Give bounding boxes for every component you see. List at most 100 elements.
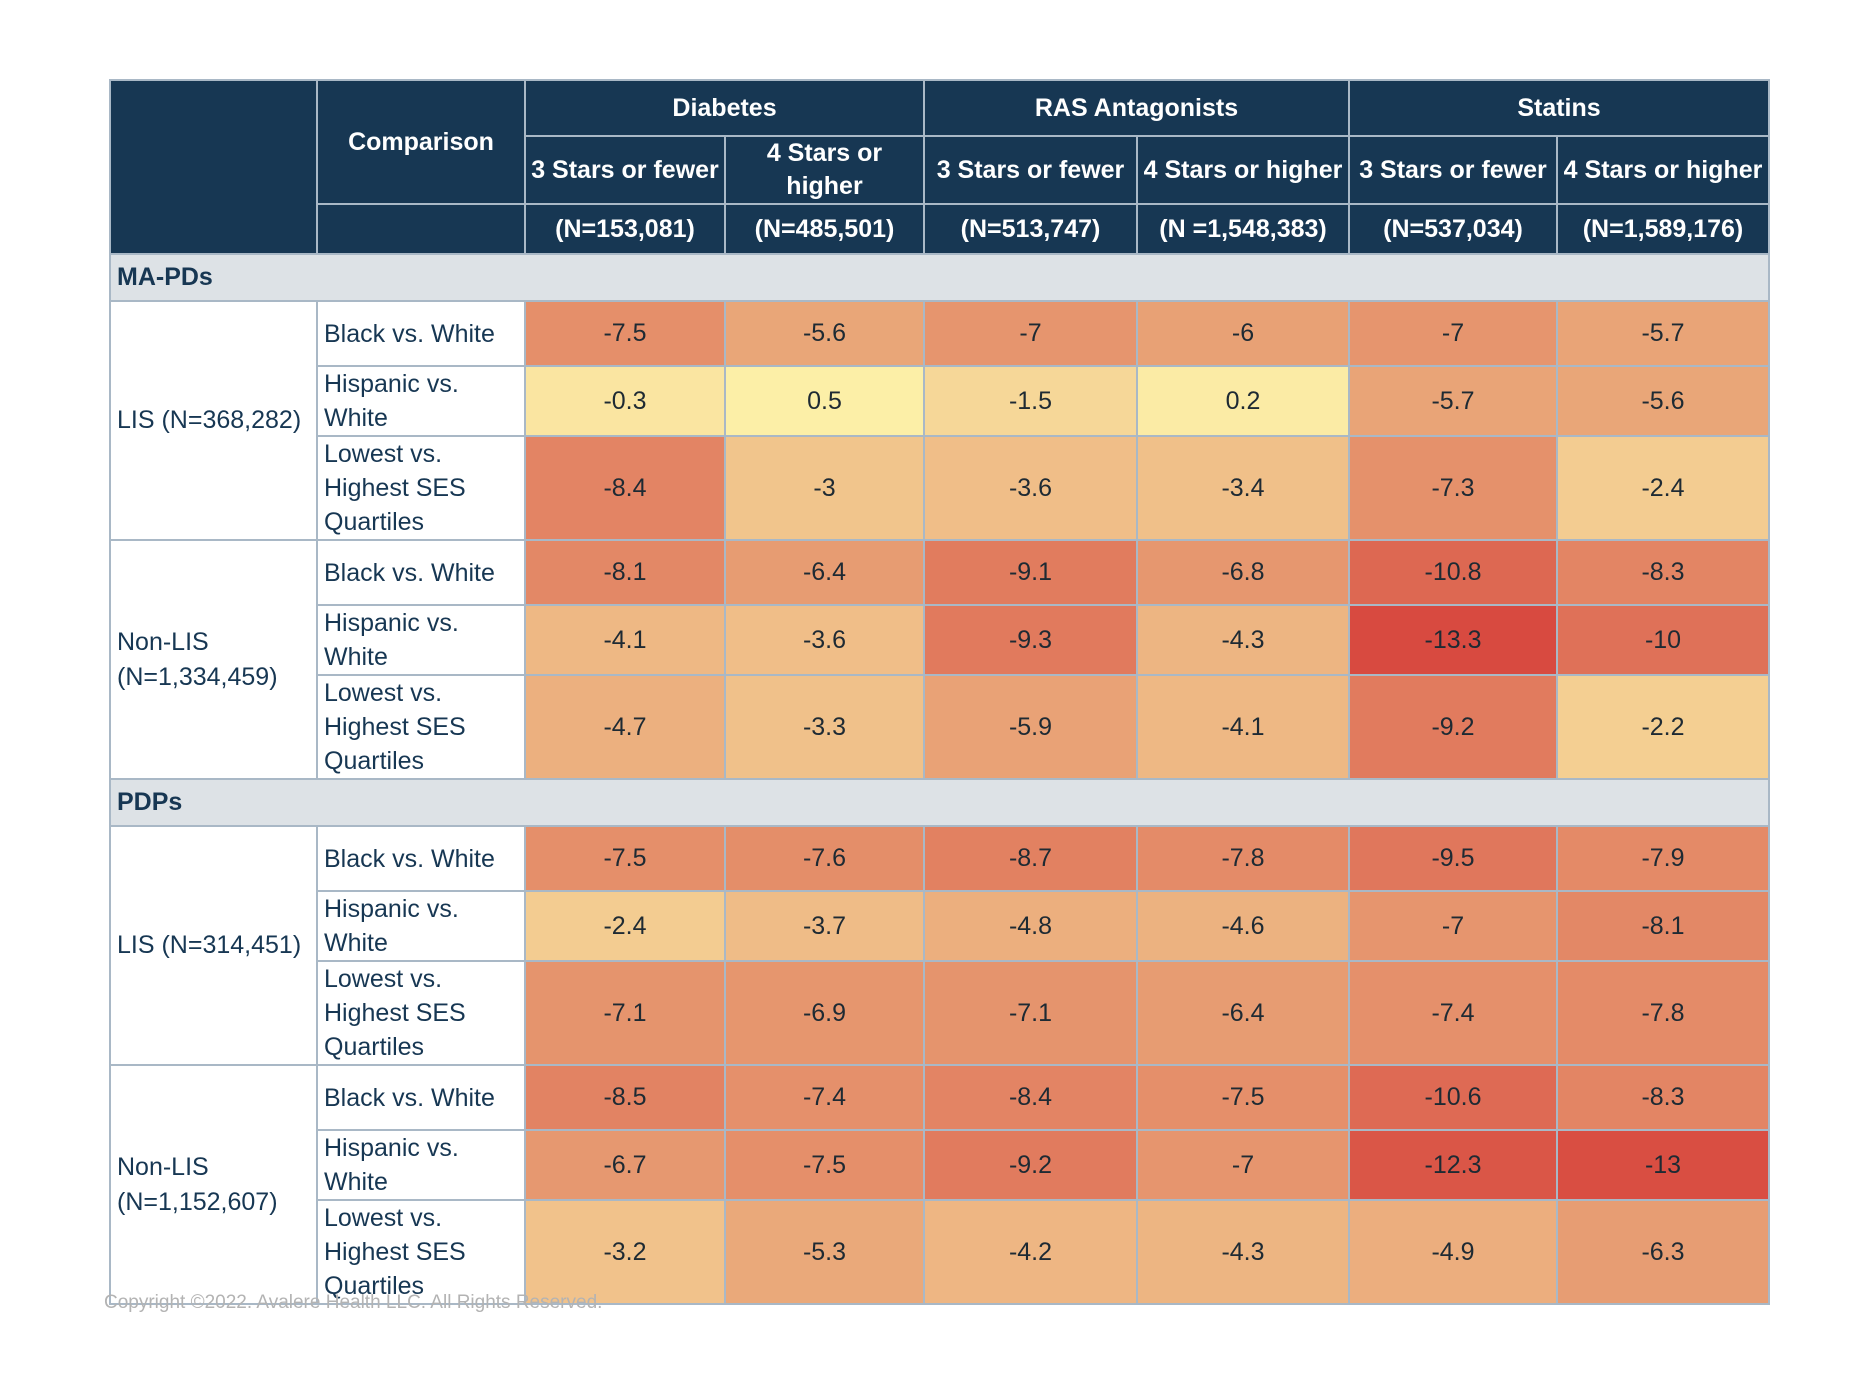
comparison-label: Black vs. White <box>316 825 526 892</box>
heatmap-cell: -6.8 <box>1136 539 1350 606</box>
comparison-label: Lowest vs. Highest SES Quartiles <box>316 435 526 541</box>
heatmap-cell: -9.2 <box>923 1129 1138 1201</box>
heatmap-cell: -5.6 <box>1555 365 1771 437</box>
heatmap-cell: -4.1 <box>524 604 726 676</box>
copyright-footer: Copyright ©2022. Avalere Health LLC. All… <box>104 1292 603 1313</box>
header-col-label: 4 Stars or higher <box>1136 135 1350 205</box>
heatmap-cell: -4.6 <box>1136 890 1350 962</box>
header-col-n: (N=1,589,176) <box>1555 203 1771 255</box>
heatmap-cell: -7.5 <box>1136 1064 1350 1131</box>
header-group-ras-antagonists: RAS Antagonists <box>923 79 1350 137</box>
header-group-diabetes: Diabetes <box>524 79 925 137</box>
heatmap-cell: -4.2 <box>923 1199 1138 1305</box>
header-comparison: Comparison <box>316 79 526 205</box>
heatmap-cell: -7.3 <box>1348 435 1558 541</box>
row-group-label: LIS (N=314,451) <box>109 825 318 1066</box>
heatmap-cell: -9.1 <box>923 539 1138 606</box>
heatmap-cell: -10.8 <box>1348 539 1558 606</box>
table-row: Lowest vs. Highest SES Quartiles -7.1 -6.9… <box>110 960 1771 1066</box>
row-group-label: Non-LIS (N=1,334,459) <box>109 539 318 780</box>
heatmap-cell: -2.4 <box>1555 435 1771 541</box>
heatmap-cell: -5.9 <box>923 674 1138 780</box>
comparison-label: Black vs. White <box>316 300 526 367</box>
heatmap-cell: -4.3 <box>1136 1199 1350 1305</box>
heatmap-cell: 0.5 <box>724 365 925 437</box>
header-col-label: 3 Stars or fewer <box>524 135 726 205</box>
heatmap-cell: -3.7 <box>724 890 925 962</box>
heatmap-cell: -7.1 <box>923 960 1138 1066</box>
heatmap-cell: -5.7 <box>1348 365 1558 437</box>
row-group-label: LIS (N=368,282) <box>109 300 318 541</box>
comparison-label: Lowest vs. Highest SES Quartiles <box>316 674 526 780</box>
heatmap-cell: -9.5 <box>1348 825 1558 892</box>
table-row: Non-LIS (N=1,152,607) Black vs. White -8.5… <box>109 1064 1771 1305</box>
heatmap-cell: -12.3 <box>1348 1129 1558 1201</box>
heatmap-cell: -4.7 <box>524 674 726 780</box>
header-col-n: (N=485,501) <box>724 203 925 255</box>
heatmap-cell: -4.1 <box>1136 674 1350 780</box>
header-comparison-blank <box>316 203 526 255</box>
header-col-label: 4 Stars or higher <box>1555 135 1771 205</box>
comparison-label: Hispanic vs. White <box>316 365 526 437</box>
heatmap-cell: -7.9 <box>1555 825 1771 892</box>
heatmap-cell: -7.5 <box>524 300 726 367</box>
heatmap-cell: -3.2 <box>524 1199 726 1305</box>
heatmap-cell: -7.8 <box>1136 825 1350 892</box>
heatmap-cell: -4.9 <box>1348 1199 1558 1305</box>
heatmap-cell: -7 <box>1348 890 1558 962</box>
table-row: Lowest vs. Highest SES Quartiles -3.2 -5.3… <box>110 1199 1771 1305</box>
heatmap-cell: -8.1 <box>524 539 726 606</box>
comparison-label: Hispanic vs. White <box>316 890 526 962</box>
heatmap-cell: -8.5 <box>524 1064 726 1131</box>
heatmap-cell: -4.8 <box>923 890 1138 962</box>
heatmap-cell: -3.6 <box>923 435 1138 541</box>
heatmap-cell: -7.4 <box>1348 960 1558 1066</box>
comparison-label: Hispanic vs. White <box>316 1129 526 1201</box>
heatmap-cell: -6.9 <box>724 960 925 1066</box>
heatmap-cell: -6.3 <box>1555 1199 1771 1305</box>
heatmap-cell: -2.4 <box>524 890 726 962</box>
header-col-n: (N=537,034) <box>1348 203 1558 255</box>
heatmap-cell: -7.5 <box>524 825 726 892</box>
table-row: Lowest vs. Highest SES Quartiles -8.4 -3 -3… <box>110 435 1771 541</box>
heatmap-table: Comparison Diabetes RAS Antagonists Stat… <box>108 79 1771 1305</box>
comparison-label: Lowest vs. Highest SES Quartiles <box>316 960 526 1066</box>
table-body: MA-PDs LIS (N=368,282) Black vs. White -7.5… <box>108 253 1771 1305</box>
header-group-statins: Statins <box>1347 79 1771 137</box>
heatmap-cell: -3 <box>724 435 925 541</box>
table-row: Hispanic vs. White -0.3 0.5 -1.5 0.2 -5.7 -5.6 <box>110 365 1771 437</box>
heatmap-cell: -6 <box>1136 300 1350 367</box>
table-row: Non-LIS (N=1,334,459) Black vs. White -8.1… <box>109 539 1771 780</box>
header-col-n: (N=153,081) <box>524 203 726 255</box>
header-corner <box>109 79 318 255</box>
heatmap-cell: -7.4 <box>724 1064 925 1131</box>
heatmap-cell: -10.6 <box>1348 1064 1558 1131</box>
header-col-n: (N =1,548,383) <box>1136 203 1350 255</box>
header-col-label: 3 Stars or fewer <box>1348 135 1558 205</box>
header-col-label: 4 Stars or higher <box>724 135 925 205</box>
heatmap-cell: 0.2 <box>1136 365 1350 437</box>
heatmap-cell: -7 <box>923 300 1138 367</box>
table-row: Hispanic vs. White -2.4 -3.7 -4.8 -4.6 -7 -8.1 <box>110 890 1771 962</box>
heatmap-cell: -8.4 <box>524 435 726 541</box>
heatmap-cell: -8.7 <box>923 825 1138 892</box>
table-row: Hispanic vs. White -6.7 -7.5 -9.2 -7 -12.3 -13 <box>110 1129 1771 1201</box>
heatmap-cell: -7.5 <box>724 1129 925 1201</box>
heatmap-cell: -6.7 <box>524 1129 726 1201</box>
heatmap-cell: -8.1 <box>1555 890 1771 962</box>
heatmap-cell: -8.3 <box>1555 539 1771 606</box>
header-col-label: 3 Stars or fewer <box>923 135 1138 205</box>
table-row: LIS (N=368,282) Black vs. White -7.5 -5.6 -7… <box>109 300 1771 541</box>
heatmap-cell: -4.3 <box>1136 604 1350 676</box>
section-header: MA-PDs <box>108 253 1771 302</box>
comparison-label: Lowest vs. Highest SES Quartiles <box>316 1199 526 1305</box>
heatmap-cell: -3.3 <box>724 674 925 780</box>
heatmap-cell: -7.8 <box>1555 960 1771 1066</box>
heatmap-cell: -7.6 <box>724 825 925 892</box>
heatmap-cell: -10 <box>1555 604 1771 676</box>
heatmap-cell: -3.4 <box>1136 435 1350 541</box>
heatmap-cell: -9.3 <box>923 604 1138 676</box>
comparison-label: Black vs. White <box>316 1064 526 1131</box>
table-row: Lowest vs. Highest SES Quartiles -4.7 -3.3… <box>110 674 1771 780</box>
heatmap-cell: -2.2 <box>1555 674 1771 780</box>
